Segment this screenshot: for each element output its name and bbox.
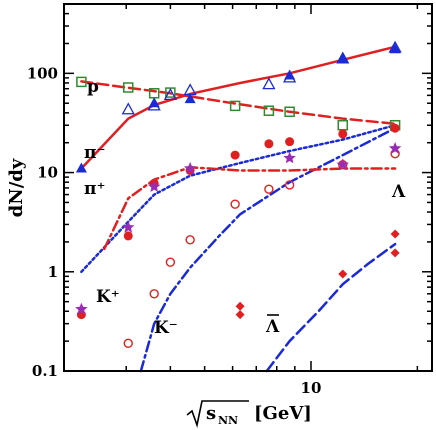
sqrt-sign (186, 400, 249, 428)
point-K⁺ (390, 123, 400, 133)
point-K⁻ (284, 180, 295, 190)
point-π⁺ (389, 43, 401, 54)
series-label-π⁻: π⁻ (84, 143, 105, 163)
point-K⁺ (123, 231, 133, 241)
point-π⁻ (121, 102, 135, 115)
point-π⁺ (284, 69, 296, 80)
y-tick-label: 100 (27, 64, 58, 82)
data-points (75, 40, 402, 349)
point-p (123, 82, 134, 93)
point-K⁻ (264, 184, 274, 194)
point-π⁺ (148, 97, 160, 108)
axis-ticks: 0.1 1 10 100 10 (27, 3, 432, 397)
point-Λ (388, 142, 402, 154)
x-axis-label: s NN [GeV] (186, 400, 312, 428)
point-Λ (283, 151, 296, 164)
x-axis-label-root: s (206, 403, 216, 424)
series-label-Λ̄: Λ (265, 317, 280, 337)
point-K⁻ (123, 338, 133, 349)
point-π⁺ (337, 52, 349, 63)
point-Λ (184, 162, 197, 174)
point-Λ̄ (390, 248, 400, 258)
point-Λ̄ (235, 301, 245, 311)
curve-p (80, 80, 397, 126)
point-π⁻ (262, 77, 276, 90)
series-label-K⁻: K⁻ (154, 318, 178, 338)
point-K⁺ (230, 150, 240, 160)
point-K⁺ (264, 139, 274, 149)
point-π⁺ (75, 162, 87, 173)
y-tick-label: 0.1 (32, 362, 58, 380)
y-tick-label: 10 (37, 164, 58, 182)
series-label-K⁺: K⁺ (96, 287, 120, 307)
x-axis-label-subscript: NN (218, 414, 238, 427)
point-K⁻ (149, 289, 159, 299)
curve-Λ̄ (265, 242, 397, 373)
point-Λ̄ (390, 229, 400, 239)
series-label-p: p (87, 77, 99, 97)
point-Λ̄ (235, 310, 245, 320)
point-Λ̄ (338, 269, 348, 279)
x-axis-label-unit: [GeV] (254, 403, 312, 424)
y-tick-label: 1 (48, 263, 58, 281)
point-Λ (75, 302, 88, 315)
point-K⁻ (165, 257, 176, 267)
curve-K⁻ (139, 126, 397, 373)
curve-Λ (103, 166, 397, 251)
point-p (337, 119, 349, 131)
model-curves (80, 45, 397, 373)
x-tick-label: 10 (301, 379, 322, 397)
point-Λ (122, 220, 135, 233)
series-label-π⁺: π⁺ (84, 179, 105, 199)
series-labels: p π⁻ π⁺ K⁺ K⁻ Λ Λ (84, 77, 406, 338)
point-Λ (148, 180, 161, 192)
point-K⁺ (338, 129, 348, 139)
point-π⁻ (163, 88, 177, 101)
point-p (76, 76, 87, 88)
plot-frame (63, 3, 433, 372)
point-K⁻ (185, 235, 195, 245)
point-Λ (336, 158, 349, 170)
point-p (229, 100, 241, 112)
point-π⁺ (184, 93, 196, 104)
point-p (263, 105, 275, 116)
point-p (284, 106, 295, 118)
curve-π⁺ (80, 45, 397, 170)
point-K⁻ (230, 199, 240, 209)
series-label-Λ: Λ (391, 182, 406, 202)
y-axis-label: dN/dy (6, 158, 27, 217)
point-K⁺ (285, 137, 295, 147)
